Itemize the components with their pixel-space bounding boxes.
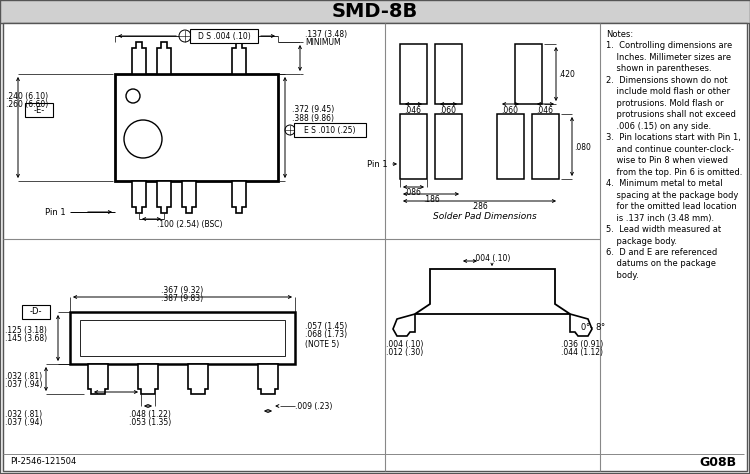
- Bar: [435, 44, 462, 104]
- Text: datums on the package: datums on the package: [606, 259, 716, 268]
- Text: .086: .086: [404, 188, 422, 197]
- Polygon shape: [157, 181, 171, 213]
- Text: .387 (9.83): .387 (9.83): [161, 294, 203, 303]
- Text: .240 (6.10): .240 (6.10): [6, 91, 48, 100]
- Text: Notes:: Notes:: [606, 29, 633, 38]
- Bar: [400, 114, 427, 179]
- Text: .006 (.15) on any side.: .006 (.15) on any side.: [606, 121, 711, 130]
- Text: .286: .286: [471, 201, 488, 210]
- Text: .057 (1.45): .057 (1.45): [305, 321, 347, 330]
- Text: .046: .046: [404, 106, 422, 115]
- Text: spacing at the package body: spacing at the package body: [606, 191, 738, 200]
- Text: .137 (3.48): .137 (3.48): [305, 29, 347, 38]
- Text: .012 (.30): .012 (.30): [386, 347, 424, 356]
- Text: .260 (6.60): .260 (6.60): [6, 100, 48, 109]
- Bar: [80, 320, 285, 356]
- Text: .037 (.94): .037 (.94): [5, 380, 43, 389]
- Text: Pin 1: Pin 1: [368, 159, 388, 168]
- Text: Inches. Millimeter sizes are: Inches. Millimeter sizes are: [606, 53, 731, 62]
- Text: 5.  Lead width measured at: 5. Lead width measured at: [606, 225, 722, 234]
- Text: package body.: package body.: [606, 237, 677, 246]
- Bar: [400, 44, 427, 104]
- Text: D S .004 (.10): D S .004 (.10): [198, 31, 250, 40]
- Text: .048 (1.22): .048 (1.22): [129, 410, 171, 419]
- Text: .046: .046: [536, 106, 554, 115]
- Polygon shape: [157, 42, 171, 74]
- Text: 4.  Minimum metal to metal: 4. Minimum metal to metal: [606, 179, 723, 188]
- Text: protrusions shall not exceed: protrusions shall not exceed: [606, 110, 736, 119]
- Polygon shape: [232, 181, 246, 213]
- Text: is .137 inch (3.48 mm).: is .137 inch (3.48 mm).: [606, 213, 714, 222]
- Text: .068 (1.73): .068 (1.73): [305, 330, 347, 339]
- Text: .367 (9.32): .367 (9.32): [160, 285, 203, 294]
- Bar: [25, 103, 53, 117]
- Text: .060: .060: [502, 106, 518, 115]
- Polygon shape: [393, 314, 415, 336]
- Bar: [515, 44, 542, 104]
- Text: 0$\degree$- 8$\degree$: 0$\degree$- 8$\degree$: [580, 320, 606, 331]
- Text: wise to Pin 8 when viewed: wise to Pin 8 when viewed: [606, 156, 728, 165]
- Text: MINIMUM: MINIMUM: [305, 37, 340, 46]
- Text: E S .010 (.25): E S .010 (.25): [304, 126, 355, 135]
- Polygon shape: [132, 42, 146, 74]
- Text: 2.  Dimensions shown do not: 2. Dimensions shown do not: [606, 75, 728, 84]
- Polygon shape: [232, 42, 246, 74]
- Text: (NOTE 5): (NOTE 5): [305, 339, 339, 348]
- Text: .060: .060: [440, 106, 457, 115]
- Text: .100 (2.54) (BSC): .100 (2.54) (BSC): [158, 219, 223, 228]
- Polygon shape: [182, 181, 196, 213]
- Bar: [115, 74, 278, 181]
- Polygon shape: [258, 364, 278, 394]
- Text: -E-: -E-: [33, 106, 45, 115]
- Text: body.: body.: [606, 271, 639, 280]
- Text: .044 (1.12): .044 (1.12): [561, 347, 603, 356]
- Text: .125 (3.18): .125 (3.18): [5, 327, 46, 336]
- Text: Pin 1: Pin 1: [45, 208, 65, 217]
- Text: -D-: -D-: [30, 308, 42, 317]
- Text: .053 (1.35): .053 (1.35): [129, 418, 171, 427]
- Text: for the omitted lead location: for the omitted lead location: [606, 202, 736, 211]
- Bar: [22, 305, 50, 319]
- Text: protrusions. Mold flash or: protrusions. Mold flash or: [606, 99, 724, 108]
- Bar: [70, 312, 295, 364]
- Polygon shape: [132, 181, 146, 213]
- Text: 3.  Pin locations start with Pin 1,: 3. Pin locations start with Pin 1,: [606, 133, 741, 142]
- Text: .004 (.10): .004 (.10): [473, 254, 511, 263]
- Text: .420: .420: [558, 70, 574, 79]
- Bar: [532, 114, 559, 179]
- Text: .004 (.10): .004 (.10): [386, 339, 424, 348]
- Text: and continue counter-clock-: and continue counter-clock-: [606, 145, 734, 154]
- Bar: [497, 114, 524, 179]
- Text: .037 (.94): .037 (.94): [5, 418, 43, 427]
- Text: .186: .186: [423, 194, 439, 203]
- Text: SMD-8B: SMD-8B: [332, 1, 419, 20]
- Polygon shape: [188, 364, 208, 394]
- Text: 6.  D and E are referenced: 6. D and E are referenced: [606, 248, 717, 257]
- Text: 1.  Controlling dimensions are: 1. Controlling dimensions are: [606, 41, 732, 50]
- Text: .032 (.81): .032 (.81): [5, 372, 42, 381]
- Text: .372 (9.45): .372 (9.45): [292, 104, 334, 113]
- Text: .145 (3.68): .145 (3.68): [5, 335, 47, 344]
- Bar: [294, 123, 366, 137]
- Text: G08B: G08B: [699, 456, 736, 468]
- Text: include mold flash or other: include mold flash or other: [606, 87, 730, 96]
- Text: .080: .080: [574, 143, 591, 152]
- Text: .036 (0.91): .036 (0.91): [561, 339, 603, 348]
- Text: Solder Pad Dimensions: Solder Pad Dimensions: [433, 211, 537, 220]
- Text: shown in parentheses.: shown in parentheses.: [606, 64, 712, 73]
- Bar: [0, 0, 750, 23]
- Text: from the top. Pin 6 is omitted.: from the top. Pin 6 is omitted.: [606, 167, 742, 176]
- Text: PI-2546-121504: PI-2546-121504: [10, 457, 76, 466]
- Polygon shape: [138, 364, 158, 394]
- Polygon shape: [415, 269, 570, 314]
- Text: .388 (9.86): .388 (9.86): [292, 113, 334, 122]
- Text: .009 (.23): .009 (.23): [295, 401, 332, 410]
- Bar: [435, 114, 462, 179]
- Polygon shape: [88, 364, 108, 394]
- Text: .032 (.81): .032 (.81): [5, 410, 42, 419]
- Polygon shape: [570, 314, 592, 336]
- Bar: [190, 29, 258, 43]
